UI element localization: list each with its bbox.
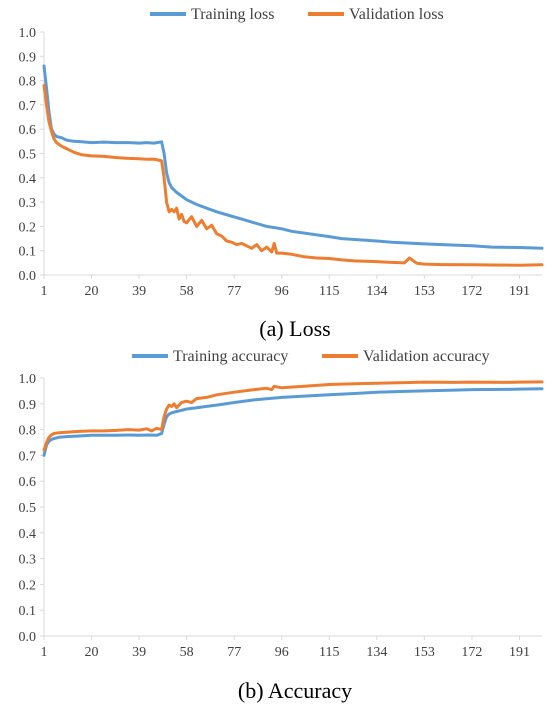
accuracy-x-tick-label: 134 <box>366 645 387 660</box>
loss-caption: (a) Loss <box>259 316 330 341</box>
accuracy-x-tick-label: 153 <box>414 645 435 660</box>
series-line-validation-loss <box>42 84 544 267</box>
series-line-training-accuracy <box>42 387 544 457</box>
accuracy-y-tick-label: 0.2 <box>19 578 37 593</box>
loss-y-tick-label: 0.8 <box>19 75 37 90</box>
loss-y-tick-label: 0.2 <box>19 220 37 235</box>
loss-x-tick-label: 1 <box>41 284 48 299</box>
accuracy-y-tick-label: 1.0 <box>19 372 37 387</box>
loss-chart: Training loss Validation loss (a) Loss 0… <box>19 6 544 341</box>
accuracy-y-tick-label: 0.8 <box>19 424 37 439</box>
loss-x-tick-label: 20 <box>85 284 99 299</box>
accuracy-y-tick-label: 0.5 <box>19 501 37 516</box>
accuracy-x-tick-label: 39 <box>132 645 146 660</box>
accuracy-legend: Training accuracy Validation accuracy <box>132 348 490 365</box>
loss-x-tick-label: 172 <box>461 284 482 299</box>
loss-y-tick-label: 0.6 <box>19 123 37 138</box>
accuracy-x-tick-label: 115 <box>319 645 339 660</box>
loss-x-tick-label: 58 <box>180 284 194 299</box>
loss-x-tick-label: 115 <box>319 284 339 299</box>
accuracy-y-tick-label: 0.9 <box>19 398 37 413</box>
loss-y-tick-label: 0.1 <box>19 245 37 260</box>
legend-label-training-loss: Training loss <box>191 6 274 23</box>
loss-x-tick-label: 96 <box>275 284 289 299</box>
series-line-validation-accuracy <box>42 380 544 452</box>
loss-legend: Training loss Validation loss <box>150 6 444 23</box>
legend-label-validation-loss: Validation loss <box>349 6 444 23</box>
loss-y-tick-label: 0.5 <box>19 148 37 163</box>
accuracy-y-tick-label: 0.0 <box>19 630 37 645</box>
accuracy-chart: Training accuracy Validation accuracy (b… <box>19 348 544 703</box>
loss-x-tick-label: 191 <box>509 284 530 299</box>
loss-x-tick-label: 134 <box>366 284 387 299</box>
accuracy-x-tick-label: 77 <box>227 645 241 660</box>
accuracy-y-tick-label: 0.7 <box>19 449 37 464</box>
accuracy-x-tick-label: 96 <box>275 645 289 660</box>
accuracy-x-tick-label: 172 <box>461 645 482 660</box>
loss-y-tick-label: 1.0 <box>19 26 37 41</box>
accuracy-x-tick-label: 20 <box>85 645 99 660</box>
loss-y-tick-label: 0.9 <box>19 50 37 65</box>
accuracy-x-tick-label: 58 <box>180 645 194 660</box>
loss-y-tick-label: 0.7 <box>19 99 37 114</box>
accuracy-y-tick-label: 0.3 <box>19 553 37 568</box>
loss-x-tick-label: 153 <box>414 284 435 299</box>
loss-x-tick-label: 39 <box>132 284 146 299</box>
loss-y-tick-label: 0.0 <box>19 269 37 284</box>
accuracy-x-tick-label: 191 <box>509 645 530 660</box>
accuracy-y-tick-label: 0.6 <box>19 475 37 490</box>
legend-label-validation-accuracy: Validation accuracy <box>363 348 490 365</box>
accuracy-x-tick-label: 1 <box>41 645 48 660</box>
loss-y-tick-label: 0.3 <box>19 196 37 211</box>
accuracy-caption: (b) Accuracy <box>238 678 352 703</box>
series-line-training-loss <box>42 64 544 250</box>
accuracy-y-tick-label: 0.1 <box>19 604 37 619</box>
legend-label-training-accuracy: Training accuracy <box>173 348 288 365</box>
accuracy-y-tick-label: 0.4 <box>19 527 37 542</box>
loss-y-tick-label: 0.4 <box>19 172 37 187</box>
loss-x-tick-label: 77 <box>227 284 241 299</box>
